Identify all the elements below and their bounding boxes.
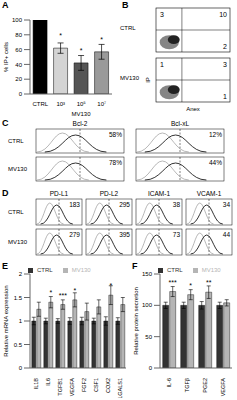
svg-text:1: 1 <box>223 93 227 100</box>
html-text:D: D <box>2 188 9 198</box>
svg-text:58%: 58% <box>109 131 122 138</box>
svg-text:TGFβ: TGFβ <box>184 378 190 392</box>
html-text:CTRL: CTRL <box>167 267 183 273</box>
svg-text:183: 183 <box>69 201 80 208</box>
svg-text:IL6: IL6 <box>45 378 51 386</box>
svg-text:10⁵: 10⁵ <box>77 101 87 107</box>
svg-text:100: 100 <box>142 302 153 308</box>
svg-text:Relative mRNA expression: Relative mRNA expression <box>8 285 9 356</box>
svg-text:20: 20 <box>15 76 22 82</box>
svg-text:**: ** <box>206 279 212 286</box>
svg-text:***: *** <box>59 292 67 299</box>
svg-text:IP: IP <box>145 77 151 83</box>
svg-text:0: 0 <box>19 91 23 97</box>
svg-text:Bcl-2: Bcl-2 <box>73 120 88 127</box>
svg-text:10: 10 <box>219 11 227 18</box>
svg-text:*: * <box>189 282 192 289</box>
svg-text:CSF1: CSF1 <box>93 378 99 392</box>
html-text:C: C <box>2 118 9 128</box>
html-text:MV130: MV130 <box>71 267 91 273</box>
svg-text:% IP+ cells: % IP+ cells <box>8 42 9 72</box>
svg-text:*: * <box>100 36 103 43</box>
html-text:A: A <box>2 0 9 10</box>
svg-text:IL-6: IL-6 <box>166 378 172 387</box>
svg-text:*: * <box>80 47 83 54</box>
svg-text:PD-L2: PD-L2 <box>100 190 119 197</box>
svg-text:COX2: COX2 <box>105 378 111 393</box>
svg-text:CTRL: CTRL <box>120 25 136 31</box>
svg-text:10³: 10³ <box>56 101 65 107</box>
svg-text:MV130: MV130 <box>8 166 28 172</box>
svg-text:MV130: MV130 <box>71 111 91 116</box>
svg-text:2: 2 <box>19 271 23 277</box>
svg-text:PGE2: PGE2 <box>202 378 208 393</box>
svg-text:TGFB1: TGFB1 <box>57 378 63 396</box>
svg-text:MV130: MV130 <box>120 75 140 81</box>
svg-text:1: 1 <box>160 61 164 68</box>
svg-text:44%: 44% <box>209 159 222 166</box>
svg-text:*: * <box>109 282 112 289</box>
svg-text:279: 279 <box>69 231 80 238</box>
svg-text:CTRL: CTRL <box>8 209 24 215</box>
svg-text:150: 150 <box>142 271 153 277</box>
svg-text:Anex: Anex <box>186 106 200 112</box>
html-text:B: B <box>122 0 129 10</box>
svg-text:1: 1 <box>19 318 23 324</box>
svg-text:3: 3 <box>223 61 227 68</box>
svg-text:CTRL: CTRL <box>32 101 48 107</box>
svg-text:*: * <box>59 32 62 39</box>
svg-text:Relative protein secretion: Relative protein secretion <box>133 287 139 355</box>
svg-text:295: 295 <box>119 201 130 208</box>
svg-text:*: * <box>73 287 76 294</box>
svg-text:PD-L1: PD-L1 <box>50 190 69 197</box>
svg-text:FGF2: FGF2 <box>81 378 87 392</box>
svg-text:38: 38 <box>173 201 181 208</box>
svg-text:10⁷: 10⁷ <box>97 101 106 107</box>
svg-text:Bcl-xL: Bcl-xL <box>171 120 189 127</box>
svg-text:*: * <box>49 289 52 296</box>
html-text:E: E <box>2 261 8 271</box>
svg-text:44: 44 <box>223 231 229 238</box>
svg-text:50: 50 <box>145 334 152 340</box>
svg-text:LGALS1: LGALS1 <box>117 378 123 398</box>
svg-text:ICAM-1: ICAM-1 <box>148 190 170 197</box>
svg-text:VEGFA: VEGFA <box>220 378 226 397</box>
svg-text:MV130: MV130 <box>8 239 28 245</box>
svg-text:34: 34 <box>223 201 229 208</box>
svg-text:0: 0 <box>149 365 153 371</box>
svg-text:80: 80 <box>15 32 22 38</box>
html-text:F: F <box>132 261 138 271</box>
svg-text:73: 73 <box>173 231 181 238</box>
svg-text:1.5: 1.5 <box>14 295 23 301</box>
svg-text:60: 60 <box>15 47 22 53</box>
html-text:MV130: MV130 <box>201 267 221 273</box>
svg-text:40: 40 <box>15 62 22 68</box>
svg-text:0: 0 <box>19 365 23 371</box>
svg-text:CTRL: CTRL <box>8 138 24 144</box>
svg-text:395: 395 <box>119 231 130 238</box>
svg-text:100: 100 <box>12 17 23 23</box>
svg-text:0.5: 0.5 <box>14 342 23 348</box>
svg-text:VCAM-1: VCAM-1 <box>197 190 222 197</box>
svg-text:2: 2 <box>223 43 227 50</box>
svg-text:78%: 78% <box>109 159 122 166</box>
svg-text:IL1B: IL1B <box>33 378 39 390</box>
svg-text:3: 3 <box>160 11 164 18</box>
svg-text:VEGFA: VEGFA <box>69 378 75 397</box>
html-text:CTRL: CTRL <box>37 267 53 273</box>
svg-text:***: *** <box>169 279 177 286</box>
svg-text:12%: 12% <box>209 131 222 138</box>
